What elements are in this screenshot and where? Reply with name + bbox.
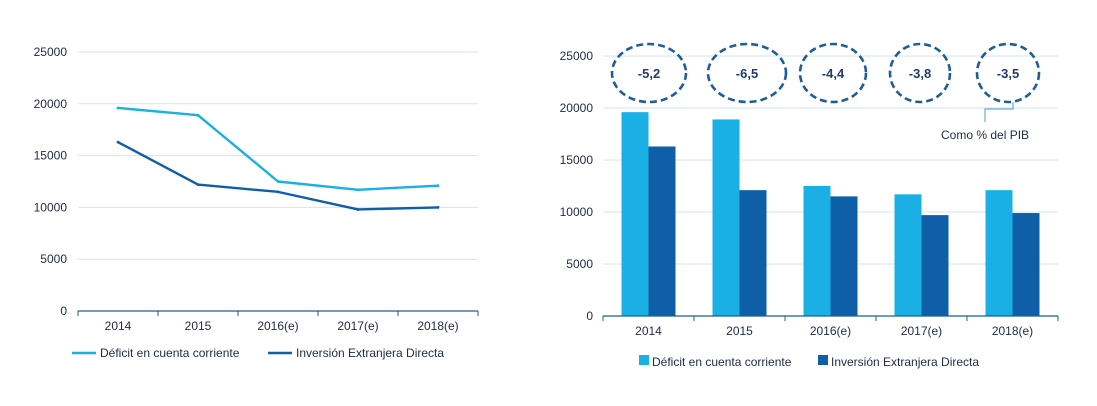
x-tick-label: 2018(e) [417, 319, 458, 333]
y-tick-label: 20000 [560, 101, 594, 115]
legend-swatch [639, 355, 649, 365]
x-tick-label: 2018(e) [992, 324, 1033, 338]
annotation-label: -5,2 [638, 66, 660, 81]
bar [830, 196, 858, 316]
series-line [117, 141, 439, 211]
x-tick-label: 2017(e) [337, 319, 378, 333]
annotation-ellipse [975, 42, 1041, 104]
x-tick-label: 2014 [105, 319, 132, 333]
bar [921, 215, 949, 316]
data-point [276, 180, 280, 183]
annotation-ellipse [888, 42, 952, 104]
y-tick-label: 10000 [560, 205, 594, 219]
y-tick-label: 25000 [34, 45, 68, 59]
y-tick-label: 15000 [560, 153, 594, 167]
data-point [276, 190, 280, 194]
data-point [356, 208, 360, 211]
data-point [196, 183, 200, 187]
bar [894, 194, 922, 316]
legend-label: Inversión Extranjera Directa [831, 355, 979, 369]
bar-chart: 0 5000 10000 15000 20000 25000 2014 2015 2016(e)… [560, 42, 1059, 369]
data-point [436, 206, 440, 209]
y-tick-label: 15000 [34, 149, 68, 163]
annotation-ellipse [610, 42, 688, 104]
callout-line [984, 102, 1014, 122]
x-tick-label: 2014 [635, 324, 662, 338]
bar [648, 146, 676, 316]
annotation-note: Como % del PIB [941, 128, 1029, 142]
legend-label: Inversión Extranjera Directa [296, 346, 444, 360]
bar [712, 119, 740, 316]
data-point [196, 113, 200, 117]
annotation-ellipse [706, 42, 788, 104]
bar [739, 190, 767, 316]
x-tick-label: 2016(e) [257, 319, 298, 333]
legend-label: Déficit en cuenta corriente [652, 355, 792, 369]
bar [985, 190, 1013, 316]
y-tick-label: 0 [60, 304, 67, 318]
data-point [436, 184, 440, 188]
legend-label: Déficit en cuenta corriente [100, 346, 240, 360]
y-tick-label: 25000 [560, 49, 594, 63]
line-chart: 0 5000 10000 15000 20000 25000 2014 2015 2016(e)… [34, 45, 479, 360]
annotation-label: -4,4 [822, 66, 845, 81]
annotation-ellipse [798, 42, 868, 104]
y-tick-label: 5000 [566, 257, 593, 271]
y-tick-label: 20000 [34, 97, 68, 111]
data-point [116, 106, 120, 110]
x-tick-label: 2016(e) [810, 324, 851, 338]
annotation-label: -6,5 [736, 66, 758, 81]
data-point [116, 140, 120, 144]
bar [621, 112, 649, 316]
y-tick-label: 10000 [34, 200, 68, 214]
annotation-label: -3,8 [909, 66, 931, 81]
data-point [356, 188, 360, 192]
bar [1012, 213, 1040, 316]
annotation-label: -3,5 [997, 66, 1019, 81]
y-tick-label: 0 [586, 309, 593, 323]
x-tick-label: 2015 [185, 319, 212, 333]
x-tick-label: 2015 [726, 324, 753, 338]
bar [803, 186, 831, 316]
y-tick-label: 5000 [40, 252, 67, 266]
legend-swatch [818, 355, 828, 365]
x-tick-label: 2017(e) [901, 324, 942, 338]
series-line [117, 106, 439, 191]
